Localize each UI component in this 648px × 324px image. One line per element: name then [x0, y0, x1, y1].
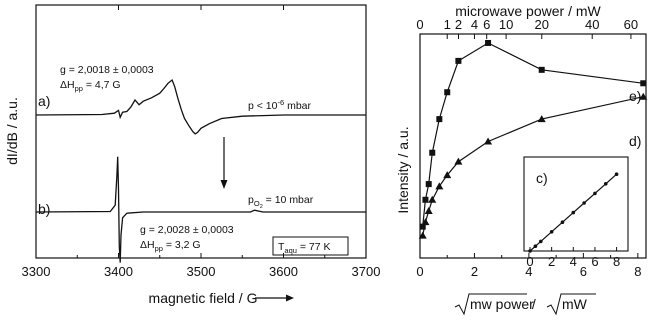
right-top-x-tick-label: 4: [471, 17, 478, 32]
series-e-marker: [436, 116, 443, 123]
trace-b-linewidth: ΔHpp = 3,2 G: [140, 239, 201, 253]
series-e-marker: [455, 57, 462, 64]
trace-a-g-value: g = 2,0018 ± 0,0003: [60, 64, 154, 76]
left-x-tick-label: 3500: [187, 264, 216, 279]
right-x-tick-label: 2: [471, 264, 478, 279]
inset-frame: [523, 156, 629, 252]
series-d-marker: [639, 92, 648, 100]
right-x-tick-label: 8: [634, 264, 641, 279]
inset-marker: [539, 239, 543, 244]
inset-label: c): [536, 170, 548, 186]
inset-marker: [560, 220, 565, 224]
right-top-x-tick-label: 0: [416, 17, 423, 32]
series-d-marker: [484, 137, 493, 145]
inset-x-tick-label: 0: [526, 254, 533, 269]
right-top-x-ticks: 0 1 2 4 6 10 20 40 60: [416, 17, 638, 39]
series-e-line: [422, 42, 644, 227]
inset-marker: [528, 249, 532, 253]
left-x-tick-label: 3300: [22, 264, 51, 279]
series-e-marker: [425, 181, 432, 188]
inset-x-tick-label: 6: [591, 254, 598, 269]
series-e-marker: [640, 80, 647, 87]
right-top-x-tick-label: 6: [483, 17, 490, 32]
inset-marker: [571, 210, 576, 215]
x-label-sqrt-mw: mW: [562, 296, 588, 312]
inset-x-tick-label: 4: [570, 254, 577, 269]
left-traces: [35, 78, 366, 263]
right-x-tick-label: 0: [416, 264, 423, 279]
trace-a-linewidth: ΔHpp = 4,7 G: [60, 79, 121, 93]
left-y-axis-label: dI/dB / a.u.: [4, 97, 20, 165]
inset-marker: [582, 201, 586, 205]
series-d-label: d): [629, 133, 641, 149]
right-arrow-icon: [255, 294, 294, 302]
series-d-marker: [424, 206, 433, 214]
trace-a-pressure: p < 10-6 mbar: [248, 98, 312, 112]
temperature-label: Taqu = 77 K: [278, 241, 331, 255]
series-e-marker: [444, 89, 451, 96]
right-x-axis-label: mw power / mW: [454, 293, 596, 316]
series-e-marker: [429, 149, 436, 156]
inset-series: [528, 172, 619, 253]
x-label-sqrt-mw-power: mw power: [470, 296, 534, 312]
series-d-marker: [421, 218, 430, 226]
temperature-box: [272, 236, 349, 256]
series-d-marker: [443, 171, 452, 179]
epr-spectrum-panel: 3300 3400 3500 3600 3700 dI/dB / a.u. magnet…: [4, 4, 381, 306]
trace-b-label: b): [38, 201, 50, 217]
inset-marker: [533, 244, 538, 248]
right-top-x-tick-label: 2: [455, 17, 462, 32]
left-plot-frame: [35, 4, 367, 259]
series-d-marker: [537, 115, 546, 123]
spectrum-trace-b: [35, 156, 366, 263]
series-d-marker: [428, 195, 437, 203]
x-label-separator: /: [528, 296, 540, 312]
down-arrow-icon: [220, 137, 228, 189]
series-d-marker: [454, 157, 463, 165]
right-top-x-tick-label: 40: [585, 17, 599, 32]
series-d-marker: [435, 182, 444, 190]
inset-x-tick-label: 2: [548, 254, 555, 269]
left-x-tick-label: 3600: [269, 264, 298, 279]
inset-marker: [549, 230, 554, 234]
series-e-marker: [485, 39, 492, 46]
right-x-tick-label: 4: [525, 264, 532, 279]
trace-b-pressure: pO2 = 10 mbar: [248, 194, 314, 210]
right-plot-frame: [419, 33, 647, 259]
inset-marker: [603, 182, 608, 186]
right-top-x-tick-label: 20: [535, 17, 549, 32]
right-top-x-tick-label: 60: [624, 17, 638, 32]
spectrum-trace-a: [35, 78, 366, 135]
left-x-axis-label: magnetic field / G: [149, 290, 258, 306]
series-e-marker: [538, 66, 545, 73]
series-e-label: e): [629, 88, 641, 104]
right-top-x-tick-label: 10: [499, 17, 513, 32]
trace-a-label: a): [38, 93, 50, 109]
right-top-x-tick-label: 1: [444, 17, 451, 32]
right-y-axis-label: Intensity / a.u.: [395, 126, 411, 213]
right-top-axis-label: microwave power / mW: [455, 3, 601, 19]
left-x-tick-label: 3400: [104, 264, 133, 279]
inset-line: [529, 173, 617, 252]
inset-x-tick-label: 8: [613, 254, 620, 269]
right-x-tick-label: 6: [580, 264, 587, 279]
trace-b-g-value: g = 2,0028 ± 0,0003: [140, 224, 234, 236]
right-series: [418, 39, 648, 239]
series-d-marker: [418, 231, 427, 239]
series-d-line: [422, 96, 644, 236]
left-x-ticks: 3300 3400 3500 3600 3700: [22, 5, 381, 279]
series-e-marker: [422, 196, 429, 203]
series-e-marker: [419, 223, 426, 230]
inset-marker: [614, 172, 619, 176]
left-x-tick-label: 3700: [352, 264, 381, 279]
inset-marker: [593, 191, 597, 196]
